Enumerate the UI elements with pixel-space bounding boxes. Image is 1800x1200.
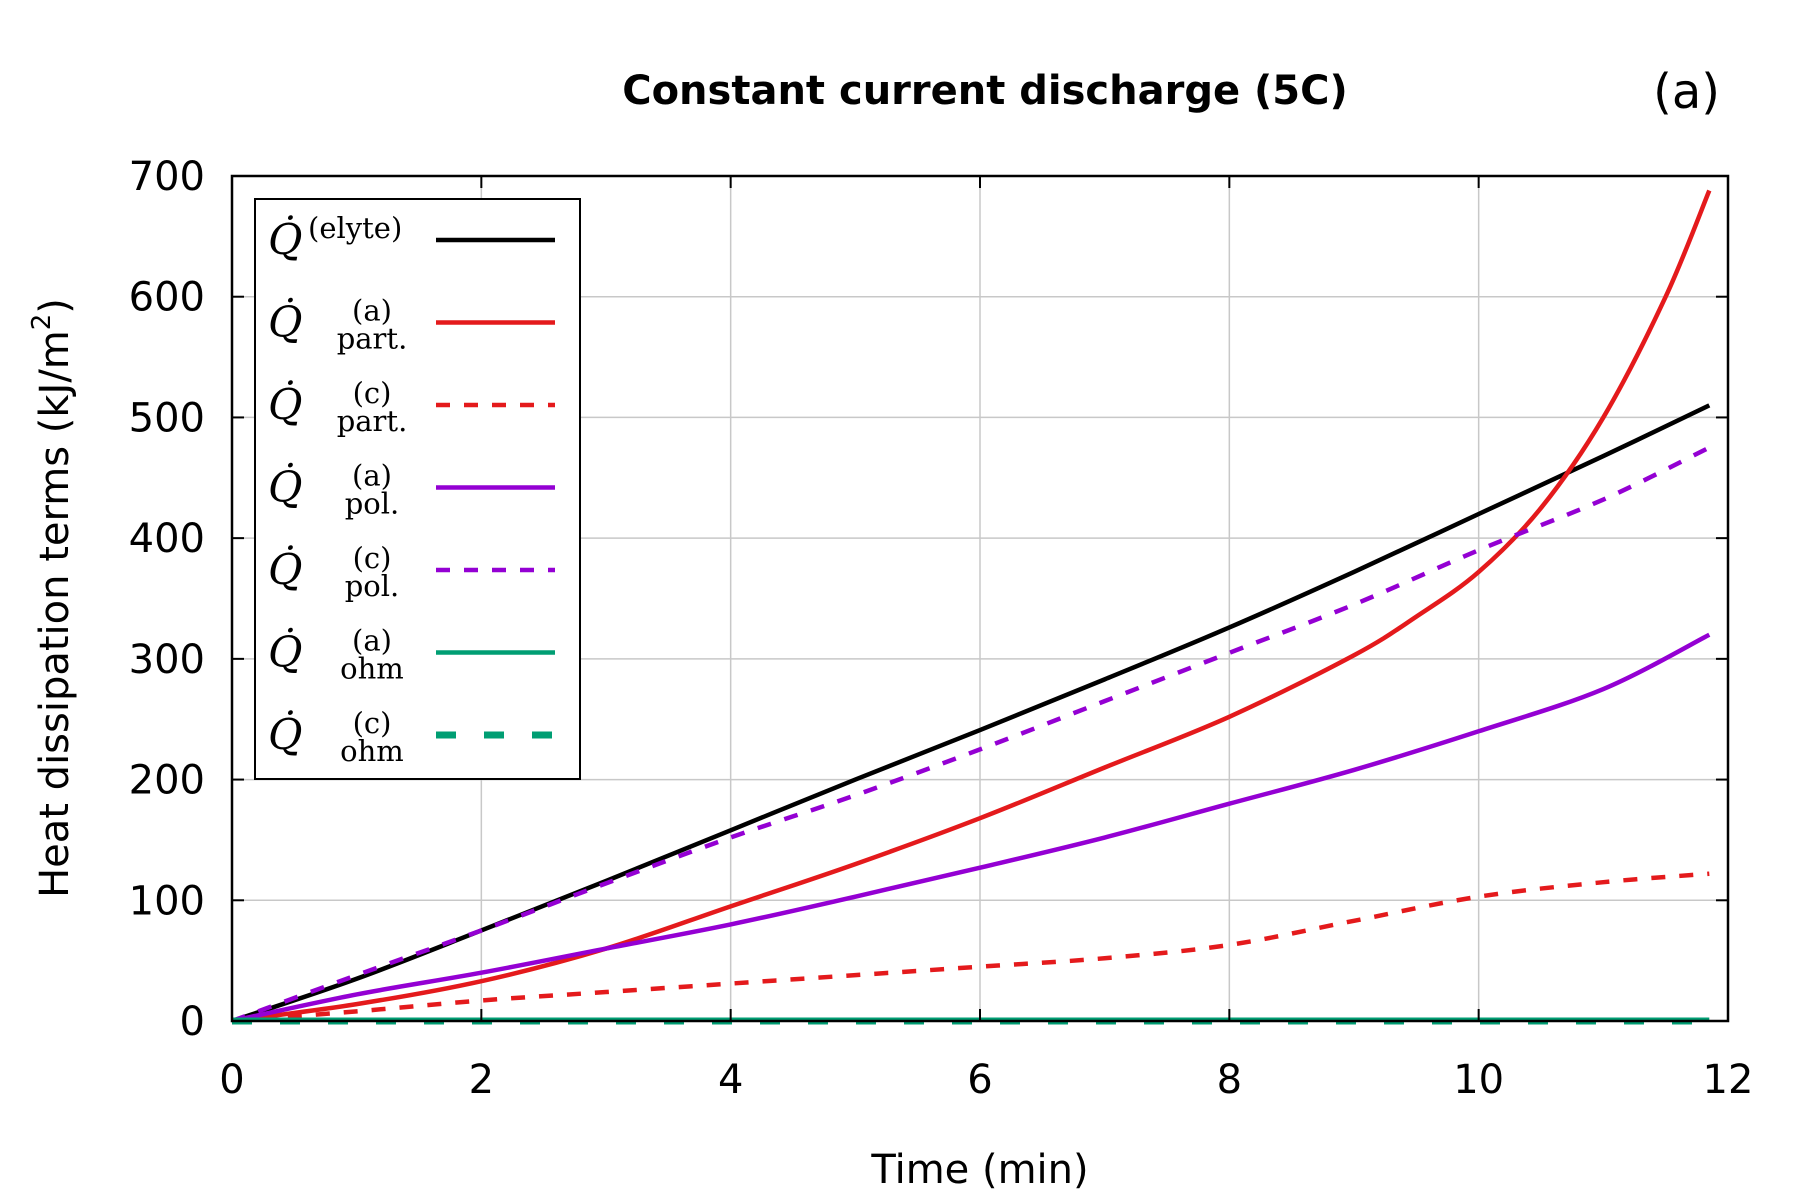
chart-title: Constant current discharge (5C) <box>622 68 1348 114</box>
y-axis-label-sup: 2 <box>27 314 57 331</box>
x-tick-label: 6 <box>967 1057 992 1103</box>
x-tick-labels: 0 2 4 6 8 10 12 <box>219 1057 1753 1103</box>
legend-symbol: Q̇ <box>268 462 302 512</box>
legend-symbol: Q̇ <box>268 297 302 347</box>
legend-sub: ohm <box>340 734 404 768</box>
x-axis-label: Time (min) <box>870 1147 1088 1193</box>
series-line-pol-c <box>231 445 1711 1024</box>
axis-ticks <box>231 175 1729 1022</box>
legend-symbol: Q̇ <box>268 544 302 594</box>
legend-sup: (c) <box>353 541 392 575</box>
y-axis-label-end: ) <box>32 298 78 314</box>
legend: Q̇ (elyte)Q̇ (a)part.Q̇ (c)part.Q̇ (a)pol.Q̇… <box>254 198 581 780</box>
x-tick-label: 2 <box>469 1057 494 1103</box>
x-tick-label: 4 <box>718 1057 743 1103</box>
legend-sub: pol. <box>345 569 400 603</box>
series-line-part-c <box>231 871 1710 1024</box>
y-tick-label: 600 <box>129 275 205 321</box>
legend-sub: part. <box>337 322 408 356</box>
legend-sub: pol. <box>345 487 400 521</box>
x-tick-label: 10 <box>1453 1057 1504 1103</box>
legend-symbol: Q̇ <box>268 627 302 677</box>
legend-sub: ohm <box>340 652 404 686</box>
y-tick-label: 0 <box>180 999 205 1045</box>
y-tick-label: 700 <box>129 154 205 200</box>
y-tick-label: 100 <box>129 878 205 924</box>
y-tick-label: 200 <box>129 758 205 804</box>
x-tick-label: 8 <box>1217 1057 1242 1103</box>
legend-sup: (elyte) <box>308 211 402 245</box>
legend-sup: (c) <box>353 376 392 410</box>
x-tick-label: 0 <box>219 1057 244 1103</box>
y-axis-label-main: Heat dissipation terms (kJ/m <box>32 330 78 898</box>
series-line-pol-a <box>231 632 1711 1024</box>
legend-sup: (a) <box>352 459 392 493</box>
y-tick-label: 300 <box>129 637 205 683</box>
legend-symbol: Q̇ <box>268 214 302 264</box>
legend-sup: (a) <box>352 294 392 328</box>
legend-sub: part. <box>337 404 408 438</box>
x-tick-label: 12 <box>1703 1057 1754 1103</box>
y-tick-label: 500 <box>129 395 205 441</box>
legend-sup: (c) <box>353 706 392 740</box>
y-axis-label: Heat dissipation terms (kJ/m2) <box>27 298 78 898</box>
legend-symbol: Q̇ <box>268 379 302 429</box>
legend-sup: (a) <box>352 624 392 658</box>
series-line-part-a <box>231 189 1712 1024</box>
y-tick-labels: 0 100 200 300 400 500 600 700 <box>129 154 205 1045</box>
panel-label: (a) <box>1653 64 1720 120</box>
y-tick-label: 400 <box>129 516 205 562</box>
legend-symbol: Q̇ <box>268 709 302 759</box>
